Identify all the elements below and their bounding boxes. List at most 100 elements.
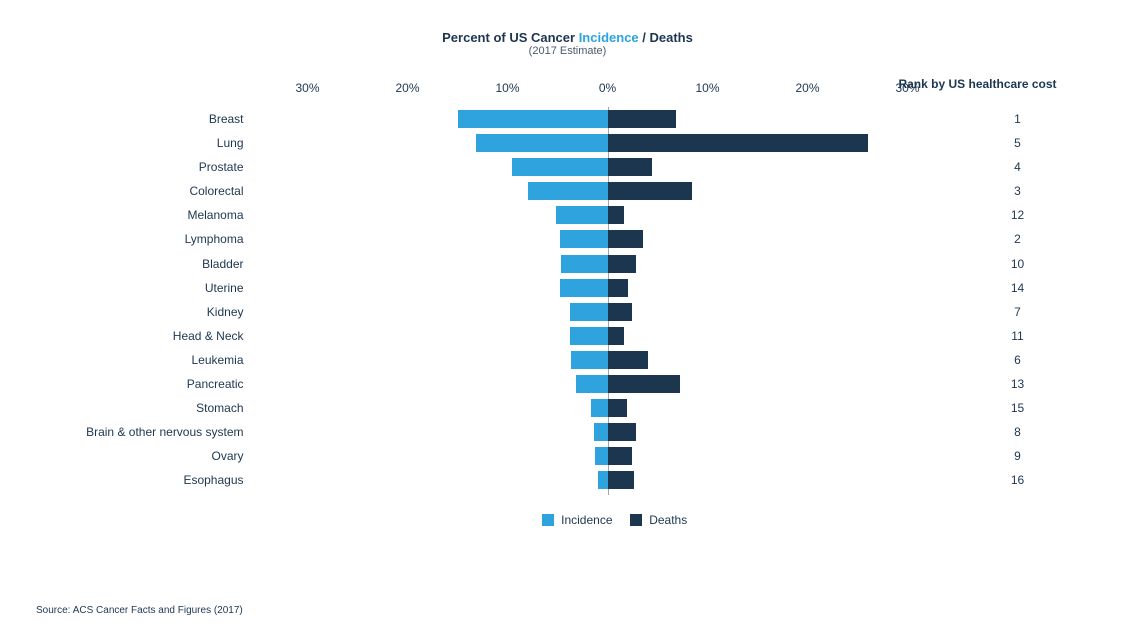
category-label: Head & Neck [58,324,258,348]
category-label: Colorectal [58,179,258,203]
bar-row [258,372,958,396]
category-label: Stomach [58,396,258,420]
x-tick-label: 30% [288,81,328,95]
incidence-bar [591,399,608,417]
deaths-bar [608,471,634,489]
bar-row [258,348,958,372]
x-tick-label: 20% [388,81,428,95]
incidence-bar [570,303,608,321]
deaths-bar [608,255,636,273]
incidence-bar [570,327,608,345]
deaths-bar [608,423,636,441]
axis-zone: 30% 20% 10% 0% 10% 20% 30% [258,63,958,533]
rank-value: 8 [958,420,1078,444]
title-prefix: Percent of US Cancer [442,30,579,45]
bar-row [258,396,958,420]
chart-subtitle: (2017 Estimate) [36,45,1099,57]
incidence-bar [576,375,608,393]
x-tick-label: 30% [888,81,928,95]
rank-value: 3 [958,179,1078,203]
bar-row [258,444,958,468]
rank-value: 5 [958,131,1078,155]
incidence-bar [598,471,608,489]
bar-row [258,468,958,492]
bar-rows [258,107,958,493]
deaths-bar [608,375,680,393]
rank-value: 15 [958,396,1078,420]
category-label: Uterine [58,276,258,300]
deaths-bar [608,134,868,152]
x-tick-label: 10% [688,81,728,95]
source-line: Source: ACS Cancer Facts and Figures (20… [36,605,243,616]
legend: Incidence Deaths [258,512,958,527]
title-separator: / [639,30,650,45]
category-labels-col: BreastLungProstateColorectalMelanomaLymp… [58,107,258,493]
chart-container: Percent of US Cancer Incidence / Deaths … [0,0,1135,638]
deaths-bar [608,230,643,248]
category-label: Lung [58,131,258,155]
rank-value: 2 [958,227,1078,251]
rank-value: 12 [958,203,1078,227]
category-label: Esophagus [58,468,258,492]
incidence-bar [512,158,608,176]
rank-value: 13 [958,372,1078,396]
deaths-bar [608,327,624,345]
category-label: Prostate [58,155,258,179]
incidence-bar [595,447,608,465]
bar-row [258,107,958,131]
legend-label-incidence: Incidence [561,513,612,527]
legend-swatch-deaths [630,514,642,526]
deaths-bar [608,158,652,176]
title-deaths-word: Deaths [650,30,693,45]
rank-value: 14 [958,276,1078,300]
deaths-bar [608,110,676,128]
bar-row [258,276,958,300]
bar-row [258,300,958,324]
x-axis-ticks: 30% 20% 10% 0% 10% 20% 30% [258,81,958,101]
x-tick-label: 0% [588,81,628,95]
incidence-bar [560,230,608,248]
bar-row [258,420,958,444]
bar-row [258,155,958,179]
deaths-bar [608,182,692,200]
incidence-bar [560,279,608,297]
category-label: Breast [58,107,258,131]
category-label: Pancreatic [58,372,258,396]
incidence-bar [556,206,608,224]
rank-value: 11 [958,324,1078,348]
deaths-bar [608,399,627,417]
title-incidence-word: Incidence [579,30,639,45]
rank-value: 16 [958,468,1078,492]
deaths-bar [608,447,632,465]
plot-area: Rank by US healthcare cost BreastLungPro… [58,63,1078,533]
incidence-bar [561,255,608,273]
rank-value: 7 [958,300,1078,324]
category-label: Bladder [58,252,258,276]
bar-row [258,203,958,227]
chart-title: Percent of US Cancer Incidence / Deaths [36,30,1099,45]
x-tick-label: 20% [788,81,828,95]
incidence-bar [458,110,608,128]
rank-value: 10 [958,252,1078,276]
category-label: Lymphoma [58,227,258,251]
category-label: Ovary [58,444,258,468]
x-tick-label: 10% [488,81,528,95]
rank-labels-col: 15431221014711613158916 [958,107,1078,493]
category-label: Melanoma [58,203,258,227]
category-label: Leukemia [58,348,258,372]
category-label: Kidney [58,300,258,324]
rank-value: 6 [958,348,1078,372]
deaths-bar [608,206,624,224]
incidence-bar [594,423,608,441]
rank-value: 4 [958,155,1078,179]
incidence-bar [476,134,608,152]
legend-swatch-incidence [542,514,554,526]
bar-row [258,179,958,203]
legend-label-deaths: Deaths [649,513,687,527]
bar-row [258,324,958,348]
rank-value: 1 [958,107,1078,131]
deaths-bar [608,279,628,297]
bar-row [258,252,958,276]
incidence-bar [528,182,608,200]
category-label: Brain & other nervous system [58,420,258,444]
